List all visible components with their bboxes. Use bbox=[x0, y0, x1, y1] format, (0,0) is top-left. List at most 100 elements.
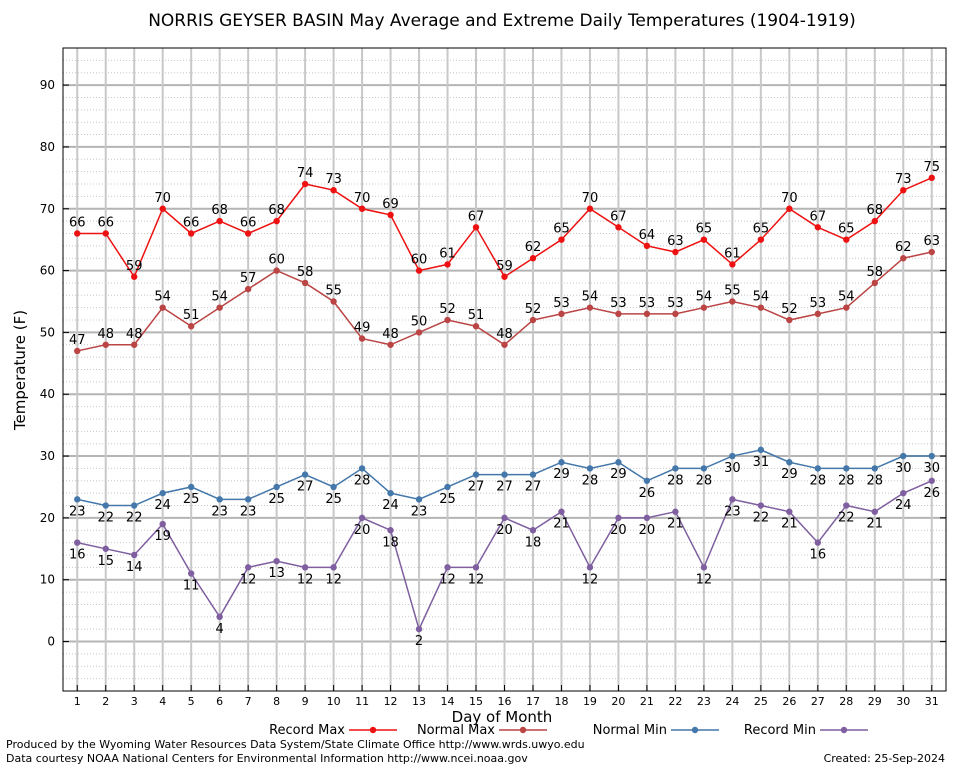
data-label: 66 bbox=[97, 215, 114, 230]
data-label: 22 bbox=[753, 511, 770, 526]
x-tick-label: 4 bbox=[159, 695, 166, 708]
data-point bbox=[273, 267, 280, 274]
data-point bbox=[900, 452, 907, 460]
data-point bbox=[131, 551, 138, 559]
data-label: 48 bbox=[126, 327, 143, 342]
legend-label: Normal Min bbox=[593, 723, 667, 738]
data-label: 65 bbox=[753, 222, 770, 237]
data-point bbox=[187, 570, 195, 577]
data-label: 49 bbox=[354, 321, 371, 336]
data-point bbox=[273, 557, 280, 565]
x-tick-label: 2 bbox=[102, 695, 109, 708]
data-point bbox=[216, 217, 223, 225]
data-point bbox=[529, 527, 537, 534]
y-tick-label: 50 bbox=[40, 325, 55, 339]
data-label: 21 bbox=[867, 517, 884, 532]
data-label: 25 bbox=[439, 492, 456, 507]
data-point bbox=[757, 446, 765, 454]
x-tick-label: 28 bbox=[839, 695, 853, 708]
legend-swatch-marker bbox=[840, 726, 848, 734]
data-label: 70 bbox=[354, 191, 371, 206]
y-tick-label: 60 bbox=[40, 264, 55, 278]
data-point bbox=[529, 255, 537, 262]
data-label: 51 bbox=[468, 308, 485, 323]
data-label: 53 bbox=[667, 296, 684, 311]
x-tick-label: 30 bbox=[896, 695, 910, 708]
data-point bbox=[159, 205, 166, 212]
data-label: 25 bbox=[183, 492, 200, 507]
data-point bbox=[187, 323, 195, 330]
x-tick-label: 23 bbox=[697, 695, 711, 708]
data-label: 23 bbox=[69, 504, 86, 519]
data-label: 21 bbox=[553, 517, 570, 532]
data-label: 20 bbox=[639, 523, 656, 538]
data-point bbox=[729, 261, 736, 268]
data-label: 54 bbox=[582, 290, 599, 305]
x-tick-label: 29 bbox=[868, 695, 882, 708]
data-label: 58 bbox=[867, 265, 884, 280]
data-point bbox=[415, 329, 423, 336]
data-point bbox=[415, 267, 423, 274]
data-point bbox=[586, 304, 594, 311]
legend-label: Record Max bbox=[269, 723, 345, 738]
data-label: 53 bbox=[639, 296, 656, 311]
data-point bbox=[74, 347, 81, 355]
data-label: 68 bbox=[867, 203, 884, 218]
data-point bbox=[814, 224, 822, 231]
data-label: 12 bbox=[468, 572, 485, 587]
data-label: 25 bbox=[268, 492, 285, 507]
data-label: 66 bbox=[240, 215, 257, 230]
data-label: 66 bbox=[69, 215, 86, 230]
data-point bbox=[843, 304, 850, 311]
data-point bbox=[615, 514, 622, 522]
data-label: 47 bbox=[69, 333, 86, 348]
data-label: 26 bbox=[923, 486, 940, 501]
data-label: 48 bbox=[97, 327, 114, 342]
data-label: 31 bbox=[753, 455, 770, 470]
data-label: 23 bbox=[724, 504, 741, 519]
x-tick-label: 7 bbox=[245, 695, 252, 708]
data-label: 29 bbox=[781, 467, 798, 482]
data-point bbox=[444, 316, 451, 324]
data-label: 55 bbox=[325, 283, 342, 298]
data-point bbox=[216, 304, 223, 311]
data-point bbox=[501, 273, 508, 280]
x-tick-label: 9 bbox=[302, 695, 309, 708]
y-tick-label: 40 bbox=[40, 387, 55, 401]
data-point bbox=[643, 310, 651, 318]
x-tick-label: 22 bbox=[668, 695, 682, 708]
data-point bbox=[415, 625, 423, 633]
data-point bbox=[672, 508, 679, 515]
data-label: 60 bbox=[411, 253, 428, 268]
data-label: 27 bbox=[468, 480, 485, 495]
x-tick-label: 5 bbox=[188, 695, 195, 708]
data-label: 48 bbox=[382, 327, 399, 342]
data-label: 55 bbox=[724, 283, 741, 298]
data-point bbox=[843, 465, 850, 472]
x-tick-label: 26 bbox=[782, 695, 796, 708]
data-label: 20 bbox=[496, 523, 513, 538]
chart-title: NORRIS GEYSER BASIN May Average and Extr… bbox=[148, 11, 856, 31]
data-label: 59 bbox=[496, 259, 513, 274]
data-label: 12 bbox=[297, 572, 314, 587]
data-label: 28 bbox=[696, 473, 713, 488]
y-axis-label: Temperature (F) bbox=[11, 310, 29, 431]
data-point bbox=[586, 205, 594, 212]
data-label: 28 bbox=[810, 473, 827, 488]
data-label: 29 bbox=[610, 467, 627, 482]
data-point bbox=[501, 514, 508, 522]
data-point bbox=[273, 483, 280, 491]
data-label: 27 bbox=[525, 480, 542, 495]
data-label: 12 bbox=[325, 572, 342, 587]
data-point bbox=[444, 483, 451, 491]
data-point bbox=[244, 496, 252, 503]
data-point bbox=[387, 489, 394, 497]
data-point bbox=[501, 471, 508, 478]
data-point bbox=[558, 508, 565, 515]
y-tick-label: 90 bbox=[40, 78, 55, 92]
data-label: 63 bbox=[667, 234, 684, 249]
data-label: 73 bbox=[895, 172, 912, 187]
data-point bbox=[131, 341, 138, 348]
data-label: 28 bbox=[582, 473, 599, 488]
data-point bbox=[387, 341, 394, 348]
